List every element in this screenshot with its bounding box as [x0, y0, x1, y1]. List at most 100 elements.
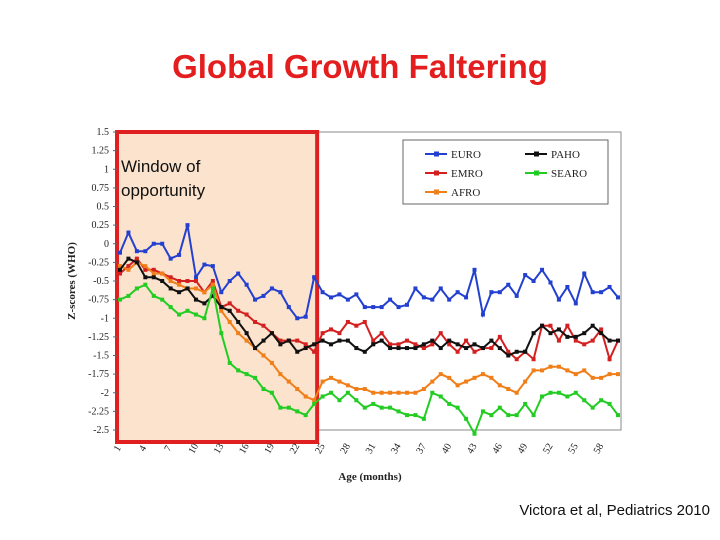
data-point [599, 331, 604, 336]
data-point [531, 279, 536, 283]
series-lines [118, 223, 620, 437]
data-point [523, 273, 528, 278]
data-point [548, 390, 553, 395]
data-point [421, 387, 426, 392]
data-point [345, 319, 350, 324]
data-point [362, 305, 367, 310]
data-point [388, 405, 393, 410]
data-point [480, 409, 485, 414]
data-point [193, 279, 198, 283]
legend-item-searo: SEARO [525, 168, 587, 180]
data-point [616, 372, 620, 377]
data-point [261, 338, 266, 343]
data-point [590, 290, 595, 295]
data-point [261, 323, 266, 328]
x-tick-label: 1 [112, 444, 124, 454]
data-point [455, 349, 460, 354]
data-point [523, 379, 528, 384]
x-tick-label: 28 [338, 442, 353, 456]
x-tick-label: 31 [364, 442, 379, 456]
data-point [320, 394, 325, 399]
x-tick-label: 10 [187, 442, 202, 456]
data-point [430, 297, 435, 302]
data-point [118, 271, 122, 276]
data-point [506, 353, 511, 358]
data-point [413, 342, 418, 347]
data-point [582, 398, 587, 403]
data-point [236, 308, 241, 313]
data-point [118, 297, 122, 302]
data-point [329, 375, 334, 380]
y-tick-label: -1 [101, 313, 109, 324]
data-point [556, 390, 561, 395]
series-paho [118, 256, 620, 358]
data-point [329, 295, 334, 300]
data-point [447, 375, 452, 380]
window-of-opportunity: Window of opportunity [115, 130, 320, 444]
data-point [489, 346, 494, 351]
data-point [413, 286, 418, 291]
data-point [193, 286, 198, 291]
data-point [295, 338, 300, 343]
data-point [236, 368, 241, 373]
data-point [210, 282, 215, 287]
data-point [143, 282, 148, 287]
data-point [210, 264, 215, 269]
data-point [312, 342, 317, 347]
x-tick-label: 19 [263, 442, 278, 456]
window-label-line2: opportunity [121, 181, 206, 200]
data-point [607, 401, 612, 406]
data-point [303, 413, 308, 418]
data-point [404, 390, 409, 395]
data-point [607, 284, 612, 289]
data-point [126, 293, 131, 298]
data-point [464, 379, 469, 384]
data-point [590, 338, 595, 343]
data-point [556, 364, 561, 369]
data-point [134, 249, 139, 254]
data-point [151, 275, 156, 280]
x-axis-label: Age (months) [338, 471, 402, 483]
data-point [126, 267, 131, 272]
data-point [531, 413, 536, 418]
data-point [506, 387, 511, 392]
data-point [599, 398, 604, 403]
data-point [345, 297, 350, 302]
legend-item-paho: PAHO [525, 149, 580, 161]
y-tick-label: -1.25 [88, 332, 109, 343]
data-point [236, 271, 241, 276]
data-point [253, 375, 258, 380]
y-tick-label: -1.5 [93, 351, 109, 362]
data-point [168, 286, 173, 291]
data-point [396, 342, 401, 347]
data-point [286, 305, 291, 310]
data-point [193, 275, 198, 280]
data-point [210, 286, 215, 291]
data-point [143, 275, 148, 280]
data-point [404, 338, 409, 343]
data-point [455, 405, 460, 410]
data-point [514, 293, 519, 298]
data-point [151, 267, 156, 272]
data-point [447, 338, 452, 343]
data-point [320, 290, 325, 295]
data-point [219, 331, 224, 336]
y-tick-label: -0.5 [93, 276, 109, 287]
data-point [177, 252, 182, 257]
data-point [278, 405, 283, 410]
data-point [312, 349, 317, 354]
data-point [269, 390, 274, 395]
data-point [337, 379, 342, 384]
x-tick-label: 7 [162, 444, 174, 454]
x-tick-label: 22 [288, 442, 303, 456]
data-point [388, 297, 393, 302]
data-point [480, 312, 485, 317]
data-point [447, 297, 452, 302]
data-point [616, 413, 620, 418]
data-point [329, 342, 334, 347]
data-point [320, 338, 325, 343]
data-point [362, 349, 367, 354]
data-point [244, 331, 249, 336]
data-point [160, 241, 165, 246]
data-point [354, 398, 359, 403]
